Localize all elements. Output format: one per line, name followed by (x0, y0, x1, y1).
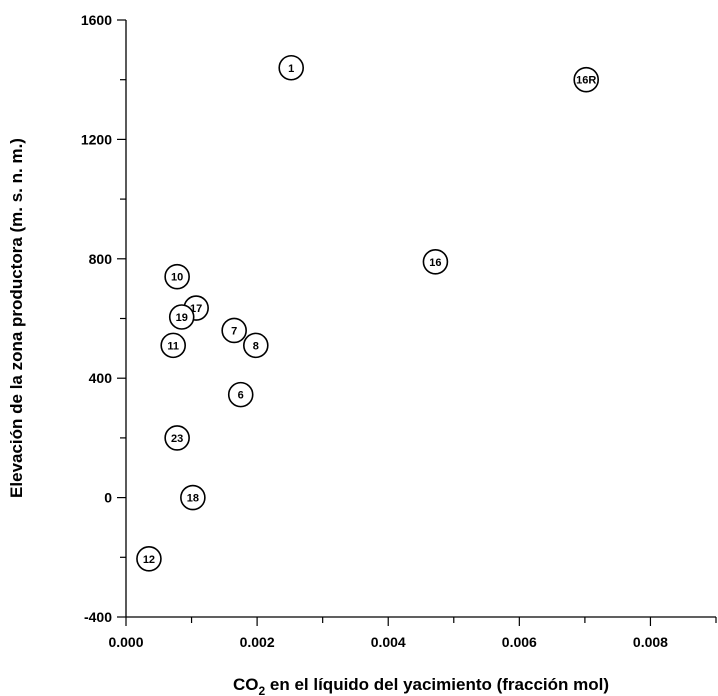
data-point-label: 1 (288, 63, 294, 75)
x-tick-label: 0.008 (633, 634, 668, 650)
y-axis-title: Elevación de la zona productora (m. s. n… (7, 138, 26, 498)
y-tick-label: 800 (89, 251, 113, 267)
data-point-label: 12 (143, 554, 155, 566)
x-axis-title-main: CO (233, 675, 259, 694)
data-point (164, 263, 190, 290)
data-point-label: 19 (176, 312, 188, 324)
y-tick-label: 1200 (81, 131, 112, 147)
x-tick-label: 0.000 (108, 634, 143, 650)
data-point-label: 8 (253, 340, 259, 352)
data-point-label: 7 (231, 325, 237, 337)
data-point-label: 11 (167, 340, 179, 352)
y-tick-label: 1600 (81, 12, 112, 28)
y-tick-label: 0 (104, 490, 112, 506)
x-axis-title-subscript: 2 (258, 684, 265, 696)
data-point-label: 16R (576, 75, 596, 87)
plot-area: -400 0 400 800 1200 1600 0.000 0.002 0.004 0.006 0… (81, 12, 717, 650)
data-point (243, 332, 269, 359)
data-point-label: 18 (187, 493, 199, 505)
y-tick-label: 400 (89, 370, 113, 386)
data-point (227, 381, 254, 408)
x-tick-label: 0.006 (502, 634, 537, 650)
x-axis-title: CO2 en el líquido del yacimiento (fracci… (233, 675, 609, 696)
data-point (278, 54, 305, 81)
data-point-label: 23 (171, 433, 183, 445)
x-axis-title-rest: en el líquido del yacimiento (fracción m… (265, 675, 609, 694)
data-point (160, 332, 186, 359)
data-point-label: 16 (429, 257, 441, 269)
data-point (573, 66, 600, 93)
data-point-label: 6 (238, 390, 244, 402)
data-point (180, 484, 206, 511)
x-tick-label: 0.004 (371, 634, 406, 650)
data-point (164, 425, 190, 451)
y-tick-label: -400 (84, 609, 112, 625)
data-point (221, 317, 247, 344)
data-point (422, 248, 449, 275)
data-point (136, 545, 162, 572)
data-point-label: 10 (171, 272, 183, 284)
x-tick-label: 0.002 (240, 634, 275, 650)
data-point (168, 304, 195, 330)
